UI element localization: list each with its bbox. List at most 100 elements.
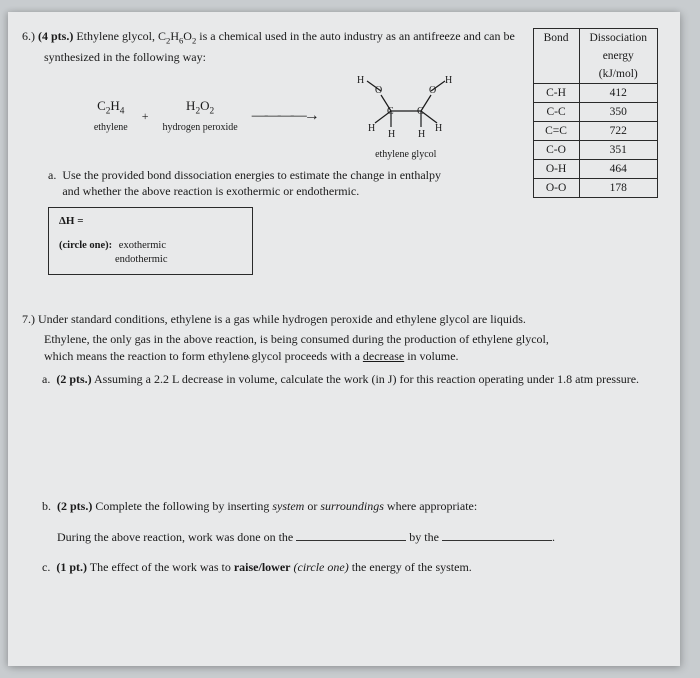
th-energy3: (kJ/mol) [579, 65, 658, 84]
t: Under standard conditions, ethylene is a… [38, 312, 526, 326]
circle-one: (circle one) [291, 560, 349, 574]
t: is a chemical used in the auto industry … [196, 29, 515, 43]
th-energy2: energy [579, 47, 658, 65]
t: the energy of the system. [349, 560, 472, 574]
raise-lower: raise/lower [234, 560, 291, 574]
q6-number: 6.) [22, 29, 35, 43]
q7-number: 7.) [22, 312, 35, 326]
plus-sign: + [142, 108, 149, 124]
question-6-text: 6.) (4 pts.) Ethylene glycol, C2H6O2 is … [22, 28, 523, 275]
option-endothermic: endothermic [115, 253, 242, 267]
table-row: C-C350 [533, 103, 657, 122]
reactant-ethylene: C2H4 ethylene [94, 97, 128, 134]
underline-decrease: decrease [363, 349, 404, 363]
cell: 351 [579, 141, 658, 160]
reactant-peroxide: H2O2 hydrogen peroxide [162, 97, 237, 134]
q7-intro: 7.) Under standard conditions, ethylene … [22, 311, 658, 328]
t: by the [406, 530, 442, 544]
t: During the above reaction, work was done… [57, 530, 296, 544]
t: The effect of the work was to [87, 560, 234, 574]
cell: C=C [533, 122, 579, 141]
t: . [552, 530, 555, 544]
letter: a. [42, 371, 50, 388]
bond-energy-table: Bond Dissociation energy (kJ/mol) C-H412… [533, 28, 658, 198]
question-6-row: 6.) (4 pts.) Ethylene glycol, C2H6O2 is … [22, 28, 658, 275]
t: where appropriate: [384, 499, 477, 513]
cell: 178 [579, 179, 658, 198]
blank-1[interactable] [296, 530, 406, 541]
caret-mark: ‸ [246, 344, 250, 361]
q6-intro-a: Ethylene glycol, C [76, 29, 166, 43]
cell: 412 [579, 84, 658, 103]
table-row: O-H464 [533, 160, 657, 179]
delta-h-label: ΔH = [59, 214, 242, 229]
atom-c: C [387, 106, 394, 117]
cell: 464 [579, 160, 658, 179]
letter: a. [48, 168, 56, 199]
t: which means the reaction to form ethylen… [44, 349, 363, 363]
q6-intro-line2: synthesized in the following way: [44, 49, 523, 65]
letter: b. [42, 498, 51, 546]
th-energy: Dissociation [579, 29, 658, 48]
cell: C-O [533, 141, 579, 160]
cell: O-O [533, 179, 579, 198]
sub: 4 [120, 107, 125, 117]
t: O [183, 29, 192, 43]
atom-h: H [435, 123, 442, 134]
t: in volume. [404, 349, 458, 363]
table-row: C=C722 [533, 122, 657, 141]
worksheet-page: 6.) (4 pts.) Ethylene glycol, C2H6O2 is … [8, 12, 680, 666]
t: O [200, 98, 209, 113]
label: hydrogen peroxide [162, 121, 237, 135]
q6-intro: 6.) (4 pts.) Ethylene glycol, C2H6O2 is … [22, 28, 523, 47]
atom-h: H [368, 123, 375, 134]
atom-h: H [388, 129, 395, 140]
table-row: C-O351 [533, 141, 657, 160]
circle-label: (circle one): [59, 240, 112, 251]
reaction-arrow: ————→ [252, 105, 317, 127]
text: Use the provided bond dissociation energ… [62, 168, 448, 199]
atom-c: C [417, 106, 424, 117]
answer-box: ΔH = (circle one): exothermic endothermi… [48, 207, 253, 274]
t: Ethylene, the only gas in the above reac… [44, 331, 658, 348]
text: Assuming a 2.2 L decrease in volume, cal… [92, 372, 639, 386]
table-row: O-O178 [533, 179, 657, 198]
italic-system: system [272, 499, 304, 513]
atom-h: H [445, 75, 452, 86]
reaction-scheme: C2H4 ethylene + H2O2 hydrogen peroxide —… [52, 71, 523, 160]
q6-points: (4 pts.) [38, 29, 73, 43]
atom-h: H [418, 129, 425, 140]
q7-part-b: b. (2 pts.) Complete the following by in… [42, 498, 658, 546]
label: ethylene [94, 121, 128, 135]
t: H [170, 29, 179, 43]
t: Complete the following by inserting [92, 499, 272, 513]
product-label: ethylene glycol [331, 150, 481, 160]
th-bond: Bond [533, 29, 579, 84]
q6-part-a: a. Use the provided bond dissociation en… [48, 168, 448, 199]
blank-2[interactable] [442, 530, 552, 541]
letter: c. [42, 559, 50, 576]
q7-part-c: c. (1 pt.) The effect of the work was to… [42, 559, 658, 576]
t: C [97, 98, 106, 113]
t: H [110, 98, 119, 113]
cell: 722 [579, 122, 658, 141]
option-exothermic: exothermic [119, 240, 166, 251]
cell: O-H [533, 160, 579, 179]
cell: 350 [579, 103, 658, 122]
q7-part-a: a. (2 pts.) Assuming a 2.2 L decrease in… [42, 371, 658, 388]
atom-h: H [357, 75, 364, 86]
italic-surroundings: surroundings [320, 499, 384, 513]
points: (2 pts.) [57, 499, 92, 513]
atom-o: O [375, 85, 382, 96]
question-7: 7.) Under standard conditions, ethylene … [22, 311, 658, 577]
cell: C-H [533, 84, 579, 103]
sub: 2 [210, 107, 215, 117]
points: (1 pt.) [56, 560, 87, 574]
product-structure: C C H H H H O O H H ethylene glycol [331, 71, 481, 160]
cell: C-C [533, 103, 579, 122]
points: (2 pts.) [56, 372, 91, 386]
table-row: C-H412 [533, 84, 657, 103]
atom-o: O [429, 85, 436, 96]
ethylene-glycol-structure: C C H H H H O O H H [331, 71, 481, 143]
t: or [304, 499, 320, 513]
